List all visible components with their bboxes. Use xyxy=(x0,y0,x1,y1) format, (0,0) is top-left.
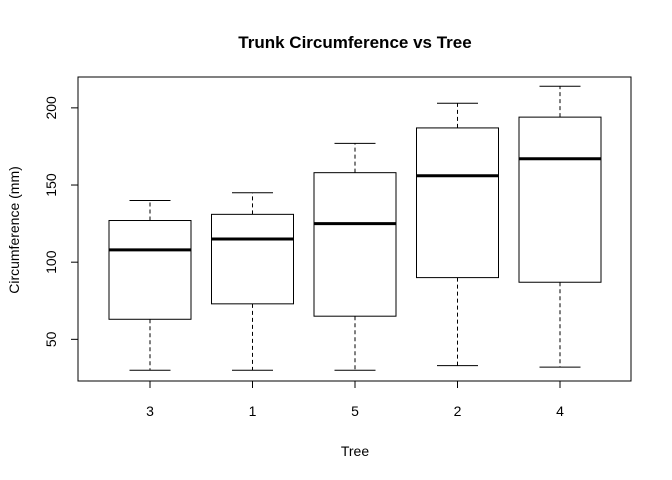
iqr-box xyxy=(313,172,397,317)
iqr-box xyxy=(211,213,294,305)
y-tick-label: 100 xyxy=(43,250,59,274)
iqr-box xyxy=(108,220,192,320)
y-axis-label: Circumference (mm) xyxy=(6,166,22,294)
y-tick-label: 50 xyxy=(43,331,59,347)
box-5 xyxy=(313,142,397,371)
boxes-group xyxy=(108,85,602,371)
iqr-box xyxy=(416,127,499,279)
x-tick-label: 4 xyxy=(556,403,564,419)
x-axis: 3 1 5 2 4 xyxy=(146,380,564,419)
y-tick-label: 200 xyxy=(43,96,59,120)
x-tick-label: 2 xyxy=(454,403,462,419)
box-4 xyxy=(518,85,602,368)
chart-title: Trunk Circumference vs Tree xyxy=(238,33,471,52)
x-axis-label: Tree xyxy=(341,443,369,459)
y-tick-label: 150 xyxy=(43,173,59,197)
x-tick-label: 3 xyxy=(146,403,154,419)
iqr-box xyxy=(518,116,602,283)
box-2 xyxy=(416,102,499,367)
box-1 xyxy=(211,192,294,371)
y-axis: 50 100 150 200 xyxy=(43,96,79,347)
x-tick-label: 5 xyxy=(351,403,359,419)
x-tick-label: 1 xyxy=(249,403,257,419)
box-3 xyxy=(108,199,192,371)
